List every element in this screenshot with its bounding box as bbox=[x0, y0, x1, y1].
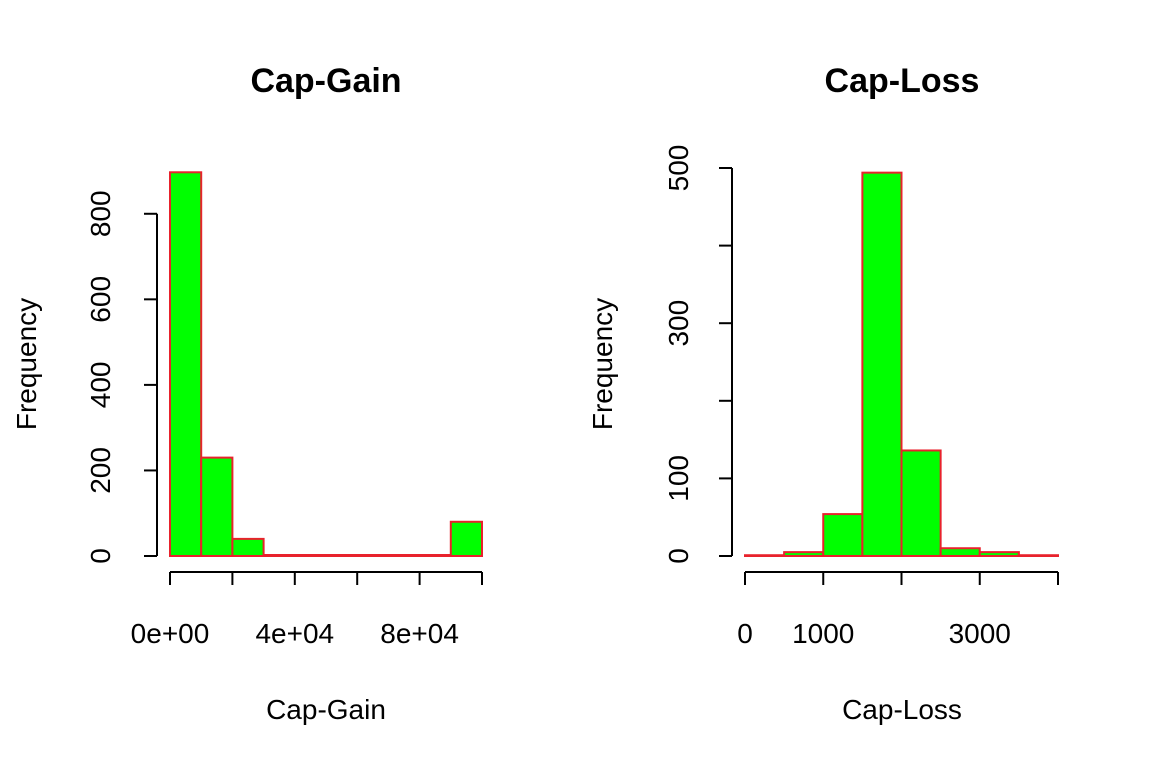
cap-gain-bar-9 bbox=[449, 520, 483, 557]
cap-gain-x-tick-label-0: 0e+00 bbox=[131, 618, 210, 649]
cap-gain-x-tick-label-1: 4e+04 bbox=[255, 618, 334, 649]
cap-loss-x-axis-label: Cap-Loss bbox=[842, 694, 962, 725]
cap-gain-bar-8 bbox=[418, 554, 452, 557]
cap-loss-bar-4 bbox=[900, 449, 942, 557]
cap-loss-bar-0 bbox=[744, 554, 786, 557]
cap-gain-bar-0 bbox=[169, 171, 203, 558]
cap-gain-title: Cap-Gain bbox=[250, 62, 401, 100]
cap-gain-y-tick-label-3: 600 bbox=[85, 276, 116, 323]
cap-loss-y-tick-label-1: 100 bbox=[663, 455, 694, 502]
cap-loss-bar-1 bbox=[783, 551, 825, 557]
cap-loss-y-tick-label-0: 0 bbox=[663, 548, 694, 564]
cap-gain-y-tick-label-2: 400 bbox=[85, 362, 116, 409]
cap-gain-y-tick-label-4: 800 bbox=[85, 190, 116, 237]
cap-loss-x-tick-label-0: 0 bbox=[737, 618, 753, 649]
cap-loss-x-tick-label-2: 3000 bbox=[949, 618, 1011, 649]
cap-loss-title: Cap-Loss bbox=[825, 62, 980, 100]
cap-loss-x-tick-label-1: 1000 bbox=[792, 618, 854, 649]
cap-loss-y-axis-label: Frequency bbox=[587, 298, 618, 430]
cap-loss-bar-5 bbox=[939, 547, 981, 557]
cap-gain-x-axis-label: Cap-Gain bbox=[266, 694, 386, 725]
cap-gain-bar-4 bbox=[293, 554, 327, 557]
cap-gain-bar-6 bbox=[356, 554, 390, 557]
cap-gain-y-axis-label: Frequency bbox=[11, 298, 42, 430]
cap-gain-y-tick-label-0: 0 bbox=[85, 548, 116, 564]
cap-loss-panel: Cap-Loss Cap-Loss Frequency 0 100 300 500 0 1… bbox=[587, 62, 1059, 725]
cap-loss-y-tick-label-2: 300 bbox=[663, 300, 694, 347]
cap-gain-x-tick-label-2: 8e+04 bbox=[380, 618, 459, 649]
cap-gain-bar-7 bbox=[387, 554, 421, 557]
cap-gain-panel: Cap-Gain Cap-Gain Frequency 0 200 400 600 80… bbox=[11, 62, 483, 725]
cap-loss-y-tick-label-3: 500 bbox=[663, 145, 694, 192]
cap-loss-bar-7 bbox=[1017, 554, 1059, 557]
cap-gain-bar-2 bbox=[231, 537, 265, 558]
cap-gain-bar-3 bbox=[262, 554, 296, 557]
cap-loss-bar-2 bbox=[822, 513, 864, 558]
cap-gain-y-tick-label-1: 200 bbox=[85, 447, 116, 494]
cap-gain-bar-5 bbox=[325, 554, 359, 557]
cap-loss-bar-6 bbox=[978, 551, 1020, 557]
cap-loss-bar-3 bbox=[861, 171, 903, 557]
cap-gain-bar-1 bbox=[200, 456, 234, 557]
